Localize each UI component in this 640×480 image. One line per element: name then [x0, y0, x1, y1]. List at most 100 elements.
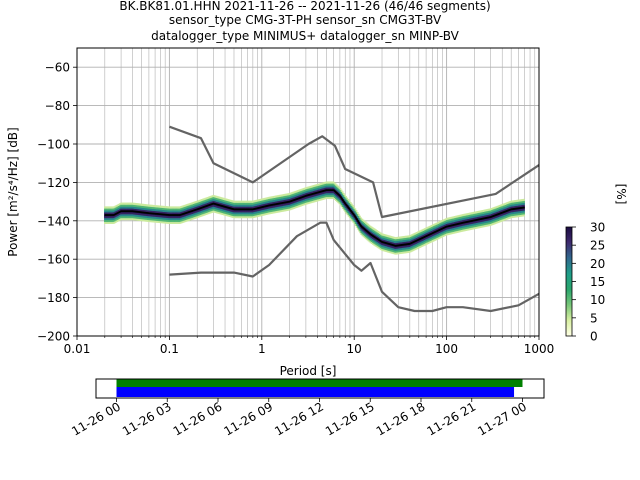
density-cell: [195, 214, 197, 217]
density-cell: [470, 225, 472, 229]
density-cell: [407, 248, 410, 252]
x-tick-label: 0.01: [64, 342, 91, 356]
density-cell: [311, 189, 314, 192]
density-cell: [255, 201, 257, 205]
density-cell: [445, 217, 448, 221]
density-cell: [122, 212, 125, 215]
density-cell: [192, 213, 195, 216]
density-cell: [422, 234, 425, 237]
density-cell: [313, 190, 315, 193]
density-cell: [131, 216, 134, 219]
density-cell: [509, 204, 511, 208]
density-cell: [278, 196, 280, 200]
density-cell: [196, 200, 198, 203]
density-cell: [489, 221, 492, 225]
density-cell: [396, 246, 398, 249]
density-cell: [354, 219, 357, 223]
density-cell: [336, 190, 338, 193]
density-cell: [444, 222, 447, 225]
timeline-tick-label: 11-26 06: [171, 399, 225, 438]
density-cell: [110, 208, 113, 211]
density-cell: [164, 207, 166, 211]
density-cell: [228, 208, 231, 212]
density-cell: [324, 187, 327, 190]
density-cell: [233, 212, 235, 215]
density-cell: [410, 250, 412, 253]
density-cell: [202, 202, 204, 205]
density-cell: [256, 201, 259, 204]
density-cell: [332, 196, 335, 200]
density-cell: [117, 205, 120, 208]
density-cell: [410, 238, 412, 241]
density-cell: [411, 237, 413, 241]
density-cell: [254, 205, 256, 209]
density-cell: [189, 214, 192, 217]
density-cell: [284, 193, 286, 197]
density-cell: [279, 204, 282, 207]
density-cell: [310, 185, 313, 188]
density-cell: [464, 223, 466, 226]
density-cell: [375, 239, 378, 242]
density-cell: [177, 208, 180, 211]
density-cell: [175, 217, 178, 221]
density-cell: [295, 196, 298, 199]
density-cell: [503, 212, 506, 215]
density-cell: [281, 200, 284, 203]
density-cell: [328, 183, 330, 186]
density-cell: [324, 195, 327, 198]
density-cell: [311, 194, 314, 198]
density-cell: [305, 202, 307, 205]
density-cell: [480, 219, 483, 223]
density-cell: [224, 207, 226, 210]
density-cell: [266, 197, 269, 200]
density-cell: [285, 195, 287, 198]
density-cell: [353, 216, 356, 219]
density-cell: [315, 186, 317, 189]
density-cell: [339, 203, 342, 206]
density-cell: [257, 205, 260, 208]
density-cell: [265, 197, 268, 200]
density-cell: [299, 198, 301, 202]
density-cell: [481, 215, 484, 218]
density-cell: [270, 202, 272, 205]
density-cell: [475, 224, 478, 227]
density-cell: [337, 189, 339, 192]
density-cell: [130, 208, 133, 211]
high-noise-model-line: [169, 125, 540, 219]
density-cell: [367, 225, 369, 228]
density-cell: [258, 200, 261, 204]
density-cell: [398, 236, 401, 239]
density-cell: [114, 205, 116, 208]
density-cell: [110, 212, 113, 215]
density-cell: [195, 202, 197, 206]
density-cell: [486, 218, 488, 221]
density-cell: [323, 182, 326, 185]
density-cell: [110, 216, 113, 219]
density-cell: [206, 198, 209, 202]
density-cell: [471, 214, 473, 217]
density-cell: [194, 207, 196, 210]
density-cell: [212, 206, 215, 209]
density-cell: [125, 216, 128, 219]
density-cell: [440, 224, 442, 227]
density-cell: [457, 228, 460, 231]
density-cell: [171, 216, 173, 219]
density-cell: [363, 232, 366, 235]
density-cell: [462, 225, 464, 228]
density-cell: [212, 198, 215, 201]
density-cell: [443, 224, 446, 227]
density-cell: [346, 201, 349, 204]
density-cell: [162, 209, 165, 212]
density-cell: [341, 200, 344, 204]
density-cell: [485, 213, 487, 216]
density-cell: [356, 225, 359, 228]
density-cell: [432, 230, 434, 233]
density-cell: [223, 207, 225, 210]
density-cell: [454, 225, 456, 228]
density-cell: [172, 221, 174, 224]
density-cell: [380, 245, 382, 249]
density-cell: [318, 198, 321, 201]
density-cell: [213, 208, 216, 211]
density-cell: [289, 205, 292, 209]
density-cell: [456, 219, 458, 222]
